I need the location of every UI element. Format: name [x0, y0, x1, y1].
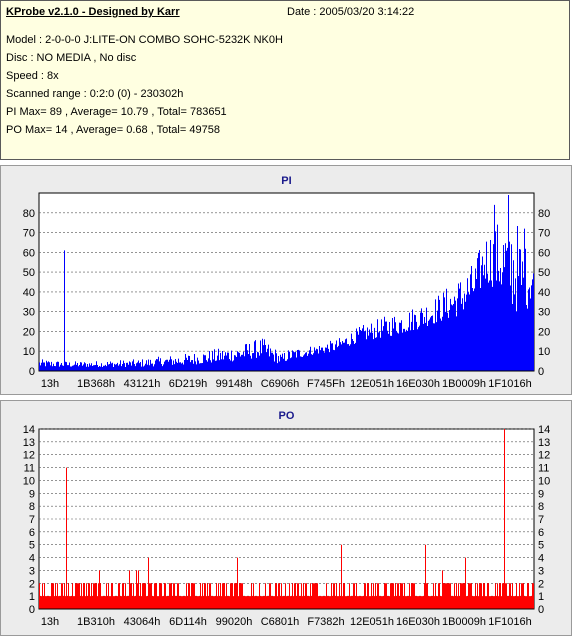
- info-speed: Speed : 8x: [6, 70, 59, 82]
- po-xtick-label: C6801h: [261, 616, 300, 628]
- info-disc: Disc : NO MEDIA , No disc: [6, 52, 137, 64]
- po-xtick-label: 43064h: [124, 616, 161, 628]
- pi-ytick-right: 70: [538, 228, 550, 240]
- po-xtick-label: 1F1016h: [488, 616, 531, 628]
- po-xtick-label: F7382h: [307, 616, 344, 628]
- pi-ytick-right: 0: [538, 366, 544, 378]
- pi-bars: [39, 194, 534, 371]
- pi-ytick-right: 60: [538, 247, 550, 259]
- po-ytick-right: 7: [538, 514, 544, 526]
- po-ytick-left: 0: [29, 604, 35, 616]
- po-ytick-left: 5: [29, 540, 35, 552]
- pi-ytick-left: 10: [23, 346, 35, 358]
- scan-date: Date : 2005/03/20 3:14:22: [287, 6, 415, 18]
- po-ytick-right: 11: [538, 463, 549, 475]
- pi-ytick-right: 10: [538, 346, 550, 358]
- po-chart-title: PO: [279, 410, 295, 422]
- po-xtick-label: 16E030h: [396, 616, 440, 628]
- info-panel: KProbe v2.1.0 - Designed by Karr Date : …: [0, 0, 570, 160]
- po-ytick-right: 13: [538, 437, 550, 449]
- pi-xtick-label: 43121h: [124, 378, 161, 390]
- po-ytick-left: 13: [23, 437, 35, 449]
- po-ytick-left: 2: [29, 578, 35, 590]
- po-ytick-right: 5: [538, 540, 544, 552]
- po-ytick-right: 4: [538, 553, 544, 565]
- pi-xtick-label: 1B368h: [77, 378, 115, 390]
- po-ytick-right: 8: [538, 501, 544, 513]
- pi-ytick-right: 20: [538, 326, 550, 338]
- po-ytick-right: 14: [538, 424, 550, 436]
- po-xtick-label: 99020h: [216, 616, 253, 628]
- po-ytick-right: 3: [538, 565, 544, 577]
- po-ytick-left: 8: [29, 501, 35, 513]
- pi-ytick-right: 80: [538, 208, 550, 220]
- pi-xtick-label: 13h: [41, 378, 59, 390]
- po-ytick-left: 10: [23, 475, 35, 487]
- pi-chart-panel: PI 0 0 10 10 20 20 30 30 40 40 50 50 60 60 70 70 80 80 13h 1…: [0, 165, 572, 395]
- pi-ytick-left: 50: [23, 267, 35, 279]
- pi-ytick-left: 0: [29, 366, 35, 378]
- pi-xtick-label: F745Fh: [307, 378, 345, 390]
- po-xtick-label: 13h: [41, 616, 59, 628]
- pi-chart: PI 0 0 10 10 20 20 30 30 40 40 50 50 60 60 70 70 80 80 13h 1…: [23, 175, 551, 390]
- po-ytick-right: 9: [538, 488, 544, 500]
- po-chart-panel: PO 0 0 1 1 2 2 3 3 4 4 5 5 6 6 7 7 8 8 9 9 10 10 11 11 12 12 13 13 14…: [0, 400, 572, 636]
- po-ytick-right: 0: [538, 604, 544, 616]
- pi-ytick-right: 30: [538, 307, 550, 319]
- po-ytick-left: 11: [24, 463, 35, 475]
- pi-xtick-label: 12E051h: [350, 378, 394, 390]
- po-xtick-label: 6D114h: [169, 616, 207, 628]
- po-ytick-left: 6: [29, 527, 35, 539]
- pi-xtick-label: C6906h: [261, 378, 300, 390]
- po-ytick-left: 3: [29, 565, 35, 577]
- pi-ytick-left: 30: [23, 307, 35, 319]
- po-ytick-left: 9: [29, 488, 35, 500]
- pi-ytick-right: 50: [538, 267, 550, 279]
- app-title: KProbe v2.1.0 - Designed by Karr: [6, 6, 180, 18]
- po-ytick-left: 7: [29, 514, 35, 526]
- po-ytick-left: 12: [23, 450, 35, 462]
- po-ytick-right: 12: [538, 450, 550, 462]
- pi-ytick-left: 80: [23, 208, 35, 220]
- po-ytick-left: 14: [23, 424, 35, 436]
- pi-ytick-left: 60: [23, 247, 35, 259]
- info-model: Model : 2-0-0-0 J:LITE-ON COMBO SOHC-523…: [6, 34, 283, 46]
- pi-xtick-label: 6D219h: [169, 378, 208, 390]
- info-po-stats: PO Max= 14 , Average= 0.68 , Total= 4975…: [6, 124, 220, 136]
- po-bars: [39, 429, 534, 609]
- pi-ytick-left: 40: [23, 287, 35, 299]
- po-ytick-right: 10: [538, 475, 550, 487]
- po-xtick-label: 12E051h: [350, 616, 394, 628]
- po-ytick-right: 1: [538, 591, 544, 603]
- po-ytick-right: 2: [538, 578, 544, 590]
- po-xtick-label: 1B310h: [77, 616, 115, 628]
- info-pi-stats: PI Max= 89 , Average= 10.79 , Total= 783…: [6, 106, 227, 118]
- po-ytick-left: 4: [29, 553, 35, 565]
- po-ytick-left: 1: [29, 591, 35, 603]
- pi-xtick-label: 16E030h: [396, 378, 440, 390]
- pi-xtick-label: 1B0009h: [442, 378, 486, 390]
- pi-chart-title: PI: [281, 175, 291, 187]
- pi-xtick-label: 99148h: [216, 378, 253, 390]
- po-xtick-label: 1B0009h: [442, 616, 486, 628]
- pi-ytick-left: 70: [23, 228, 35, 240]
- pi-ytick-left: 20: [23, 326, 35, 338]
- pi-xtick-label: 1F1016h: [488, 378, 531, 390]
- pi-ytick-right: 40: [538, 287, 550, 299]
- info-range: Scanned range : 0:2:0 (0) - 230302h: [6, 88, 184, 100]
- po-ytick-right: 6: [538, 527, 544, 539]
